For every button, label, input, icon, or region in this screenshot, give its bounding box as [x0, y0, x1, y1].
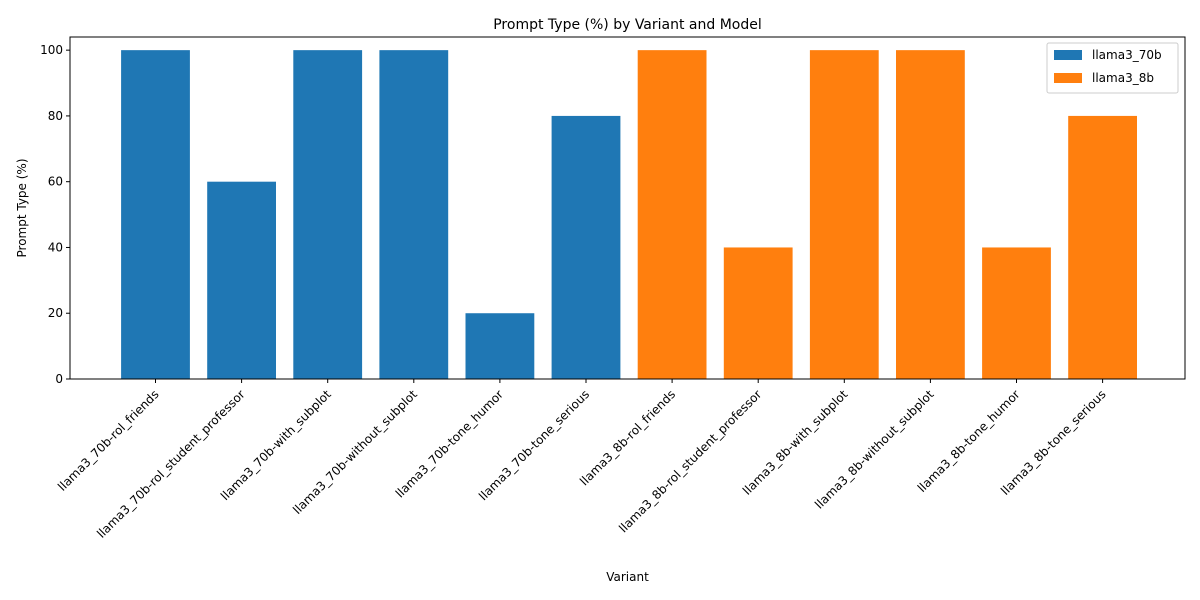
x-axis-title: Variant: [606, 570, 649, 584]
x-axis-ticks: llama3_70b-rol_friendsllama3_70b-rol_stu…: [55, 379, 1109, 541]
plot-frame: [69, 36, 1186, 380]
bar-llama3_70b-tone_serious: [551, 115, 621, 380]
bar-llama3_8b-rol_student_professor: [723, 247, 793, 379]
y-axis-title: Prompt Type (%): [15, 158, 29, 257]
bar-llama3_8b-without_subplot: [896, 50, 965, 380]
legend-swatch-llama3_8b: [1054, 73, 1082, 83]
y-axis-ticks: 0 20 40 60 80 100: [40, 43, 70, 386]
legend-label-llama3_70b: llama3_70b: [1092, 48, 1162, 62]
bar-llama3_70b-without_subplot: [379, 50, 449, 380]
y-tick-label: 40: [48, 240, 63, 254]
legend-label-llama3_8b: llama3_8b: [1092, 71, 1154, 85]
y-tick-label: 0: [55, 372, 63, 386]
y-tick-label: 60: [48, 175, 63, 189]
axes-layer: [69, 36, 1186, 380]
bar-llama3_70b-tone_humor: [465, 313, 535, 379]
bar-llama3_8b-rol_friends: [637, 50, 707, 380]
bar-llama3_8b-tone_humor: [982, 247, 1051, 379]
x-tick-label: llama3_70b-rol_student_professor: [94, 387, 248, 541]
bar-llama3_70b-rol_friends: [121, 50, 190, 380]
bar-llama3_8b-with_subplot: [809, 50, 879, 380]
x-tick-label: llama3_8b-rol_friends: [577, 387, 678, 488]
chart-title: Prompt Type (%) by Variant and Model: [493, 17, 762, 33]
legend-swatch-llama3_70b: [1054, 50, 1082, 60]
bar-llama3_8b-tone_serious: [1068, 115, 1137, 380]
bars-layer: [121, 50, 1137, 380]
x-tick-label: llama3_70b-rol_friends: [55, 387, 162, 494]
bar-llama3_70b-with_subplot: [293, 50, 363, 380]
x-tick-label: llama3_8b-rol_student_professor: [616, 387, 764, 535]
y-tick-label: 80: [48, 109, 63, 123]
bar-llama3_70b-rol_student_professor: [207, 181, 276, 379]
y-tick-label: 20: [48, 306, 63, 320]
y-tick-label: 100: [40, 43, 63, 57]
legend: llama3_70b llama3_8b: [1046, 42, 1179, 94]
